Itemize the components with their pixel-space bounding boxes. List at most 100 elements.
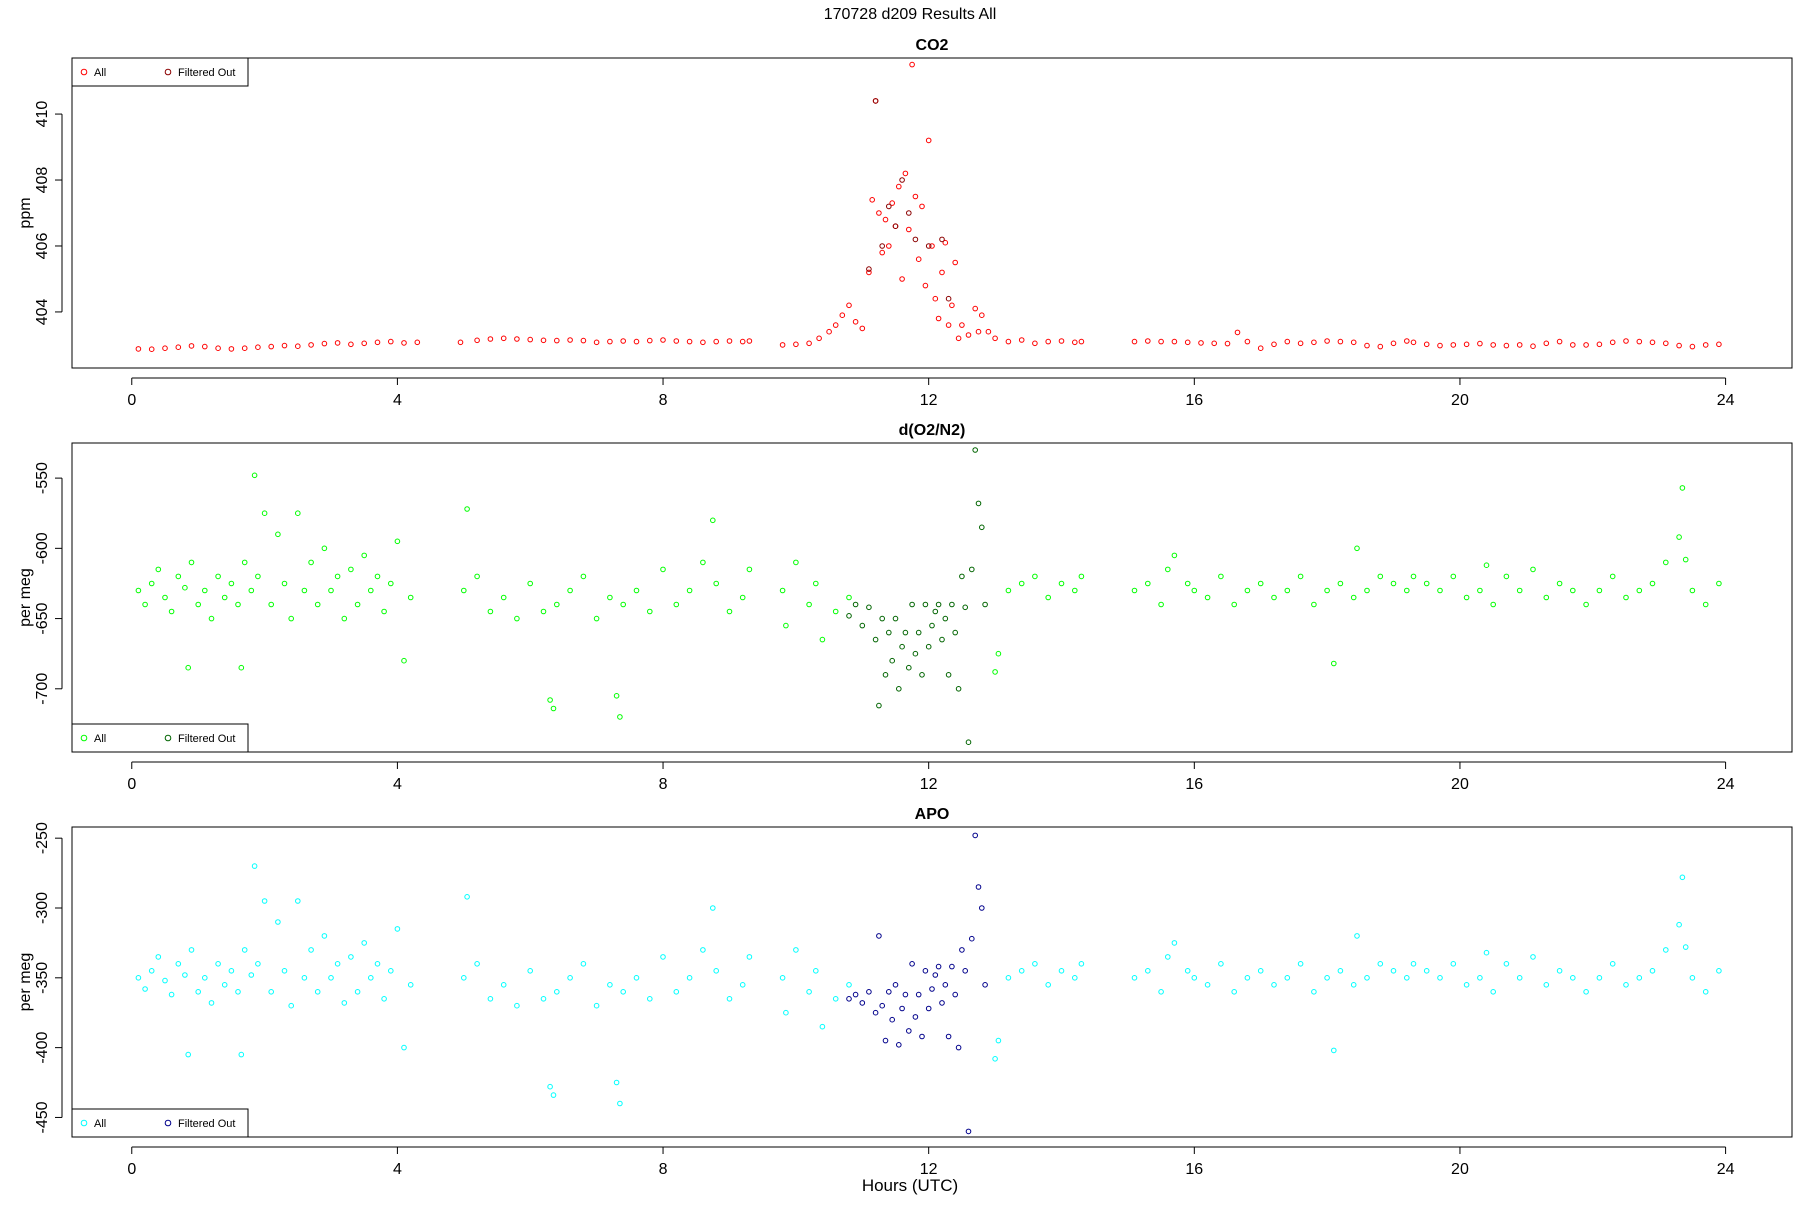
data-point (1423, 968, 1430, 974)
data-point (879, 249, 886, 256)
data-point (686, 587, 693, 594)
data-point (952, 629, 959, 636)
x-tick-label: 20 (1451, 392, 1469, 409)
data-point (228, 968, 235, 974)
data-point (1072, 587, 1078, 594)
data-point (215, 345, 221, 352)
y-tick-label: -300 (34, 892, 51, 924)
data-point (388, 968, 394, 974)
data-point (374, 961, 381, 967)
data-point (1636, 975, 1643, 981)
data-point (281, 342, 288, 349)
data-point (1516, 342, 1523, 348)
data-point (1244, 975, 1251, 981)
data-point (175, 573, 182, 580)
data-point (859, 325, 866, 332)
data-point (1311, 339, 1317, 346)
data-point (660, 954, 666, 960)
data-point (1450, 961, 1457, 967)
y-tick-label: -700 (34, 673, 51, 705)
data-point (919, 672, 925, 678)
data-point (832, 608, 839, 615)
data-point (942, 239, 949, 246)
data-point (942, 615, 949, 622)
data-point (1184, 968, 1191, 974)
data-point (1437, 587, 1443, 594)
data-point (1337, 580, 1344, 587)
data-point (328, 975, 334, 981)
plot-frame (71, 57, 1793, 369)
data-point (922, 968, 929, 974)
data-point (673, 601, 680, 608)
data-point (846, 302, 852, 309)
data-point (550, 705, 557, 712)
legend-label: Filtered Out (178, 733, 235, 745)
data-point (1364, 342, 1370, 349)
data-point (168, 991, 175, 998)
data-point (1234, 329, 1241, 336)
data-point (1204, 982, 1211, 988)
data-point (188, 343, 195, 349)
x-tick-label: 0 (127, 392, 136, 409)
data-point (1145, 968, 1151, 974)
data-point (969, 566, 975, 573)
data-point (1450, 342, 1457, 348)
data-point (1354, 933, 1360, 939)
data-point (202, 587, 208, 594)
data-point (1450, 573, 1457, 580)
data-point (620, 601, 627, 608)
data-point (1297, 573, 1304, 580)
data-point (593, 1002, 600, 1009)
data-point (660, 337, 666, 343)
data-point (185, 664, 191, 671)
data-point (902, 991, 909, 998)
data-point (975, 500, 982, 507)
data-point (929, 243, 935, 249)
data-point (982, 601, 988, 608)
data-point (1503, 342, 1510, 349)
y-tick-label: -450 (34, 1101, 51, 1133)
data-point (1636, 338, 1643, 345)
legend-label: All (94, 1118, 106, 1130)
data-point (846, 594, 852, 601)
data-point (726, 338, 733, 344)
data-point (945, 322, 952, 328)
data-point (939, 636, 945, 643)
data-point (793, 341, 799, 348)
legend-box (71, 1108, 249, 1138)
data-point (1337, 968, 1344, 974)
data-point (1271, 982, 1277, 988)
data-point (1716, 968, 1722, 974)
data-point (1257, 580, 1264, 587)
data-point (155, 954, 162, 960)
data-point (889, 1016, 896, 1023)
legend-label: Filtered Out (178, 1118, 235, 1130)
data-point (939, 236, 945, 243)
data-point (972, 305, 979, 312)
data-point (896, 183, 902, 190)
plot-frame (71, 826, 1793, 1138)
data-point (334, 573, 341, 580)
data-point (1191, 975, 1198, 981)
data-point (746, 566, 753, 573)
data-point (527, 968, 534, 974)
data-point (945, 672, 952, 678)
data-point (872, 98, 879, 104)
data-point (1331, 660, 1337, 667)
data-point (899, 276, 905, 282)
data-point (1078, 961, 1085, 967)
data-point (1005, 587, 1012, 594)
data-point (726, 996, 733, 1002)
legend-label: All (94, 733, 106, 745)
data-point (1165, 954, 1171, 960)
data-point (972, 447, 979, 453)
data-point (1702, 601, 1709, 608)
data-point (235, 601, 241, 608)
data-point (142, 986, 148, 992)
data-point (739, 594, 746, 601)
data-point (779, 342, 786, 348)
data-point (710, 517, 716, 524)
data-point (912, 236, 919, 243)
data-point (268, 601, 275, 608)
data-point (275, 919, 281, 925)
